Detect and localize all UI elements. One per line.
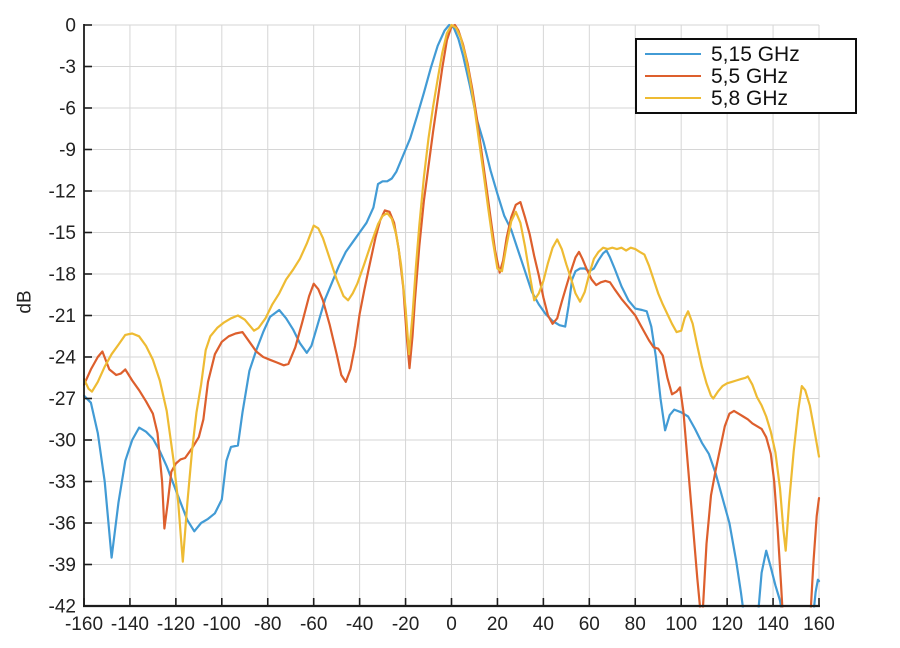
y-tick-label: -39	[49, 555, 76, 576]
x-tick-label: 80	[625, 614, 646, 635]
x-tick-label: -100	[203, 614, 241, 635]
y-tick-label: -36	[49, 514, 76, 535]
legend-item: 5,8 GHz	[645, 87, 847, 109]
x-tick-label: -120	[157, 614, 195, 635]
series-line-5-8-GHz	[83, 23, 821, 563]
x-tick-label: 100	[665, 614, 697, 635]
y-tick-label: -21	[49, 306, 76, 327]
x-tick-label: 160	[803, 614, 835, 635]
y-tick-label: -18	[49, 265, 76, 286]
x-tick-label: -60	[300, 614, 327, 635]
y-tick-label: -6	[59, 99, 76, 120]
x-tick-label: 40	[533, 614, 554, 635]
y-tick-label: -33	[49, 472, 76, 493]
tick-labels: 0 -3 -6 -9 -12 -15 -18 -21 -24 -27 -30 -33 -36 -39 -42…	[49, 16, 835, 636]
legend-item: 5,15 GHz	[645, 43, 847, 65]
x-tick-label: -160	[65, 614, 103, 635]
legend-line-sample	[645, 53, 701, 55]
legend-item-label: 5,8 GHz	[711, 86, 789, 110]
axes	[83, 24, 820, 608]
x-tick-label: 20	[487, 614, 508, 635]
legend-item-label: 5,5 GHz	[711, 64, 789, 88]
x-tick-label: 0	[446, 614, 457, 635]
y-tick-label: -12	[49, 182, 76, 203]
y-tick-label: -24	[49, 348, 77, 369]
legend-line-sample	[645, 97, 701, 99]
legend: 5,15 GHz 5,5 GHz 5,8 GHz	[635, 38, 857, 114]
series-line-5-15-GHz	[83, 23, 821, 608]
x-tick-label: -80	[254, 614, 281, 635]
legend-item: 5,5 GHz	[645, 65, 847, 87]
y-tick-label: -3	[59, 57, 76, 78]
y-tick-label: -9	[59, 140, 76, 161]
x-tick-label: 140	[757, 614, 789, 635]
y-tick-label: 0	[65, 16, 76, 37]
legend-item-label: 5,15 GHz	[711, 42, 800, 66]
x-tick-label: 120	[711, 614, 743, 635]
y-tick-label: -42	[49, 597, 76, 618]
legend-line-sample	[645, 75, 701, 77]
x-tick-label: -20	[392, 614, 419, 635]
x-tick-label: -40	[346, 614, 373, 635]
y-tick-label: -27	[49, 389, 76, 410]
y-axis-label: dB	[14, 290, 36, 314]
y-tick-label: -15	[49, 223, 76, 244]
x-tick-label: -140	[111, 614, 149, 635]
x-tick-label: 60	[579, 614, 600, 635]
y-tick-label: -30	[49, 431, 76, 452]
